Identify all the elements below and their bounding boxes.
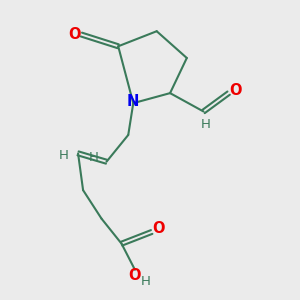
Text: H: H xyxy=(59,148,69,161)
Text: H: H xyxy=(89,151,99,164)
Text: H: H xyxy=(200,118,210,131)
Text: O: O xyxy=(129,268,141,283)
Text: O: O xyxy=(152,221,165,236)
Text: O: O xyxy=(229,83,242,98)
Text: H: H xyxy=(141,275,151,288)
Text: N: N xyxy=(127,94,140,109)
Text: O: O xyxy=(68,27,80,42)
